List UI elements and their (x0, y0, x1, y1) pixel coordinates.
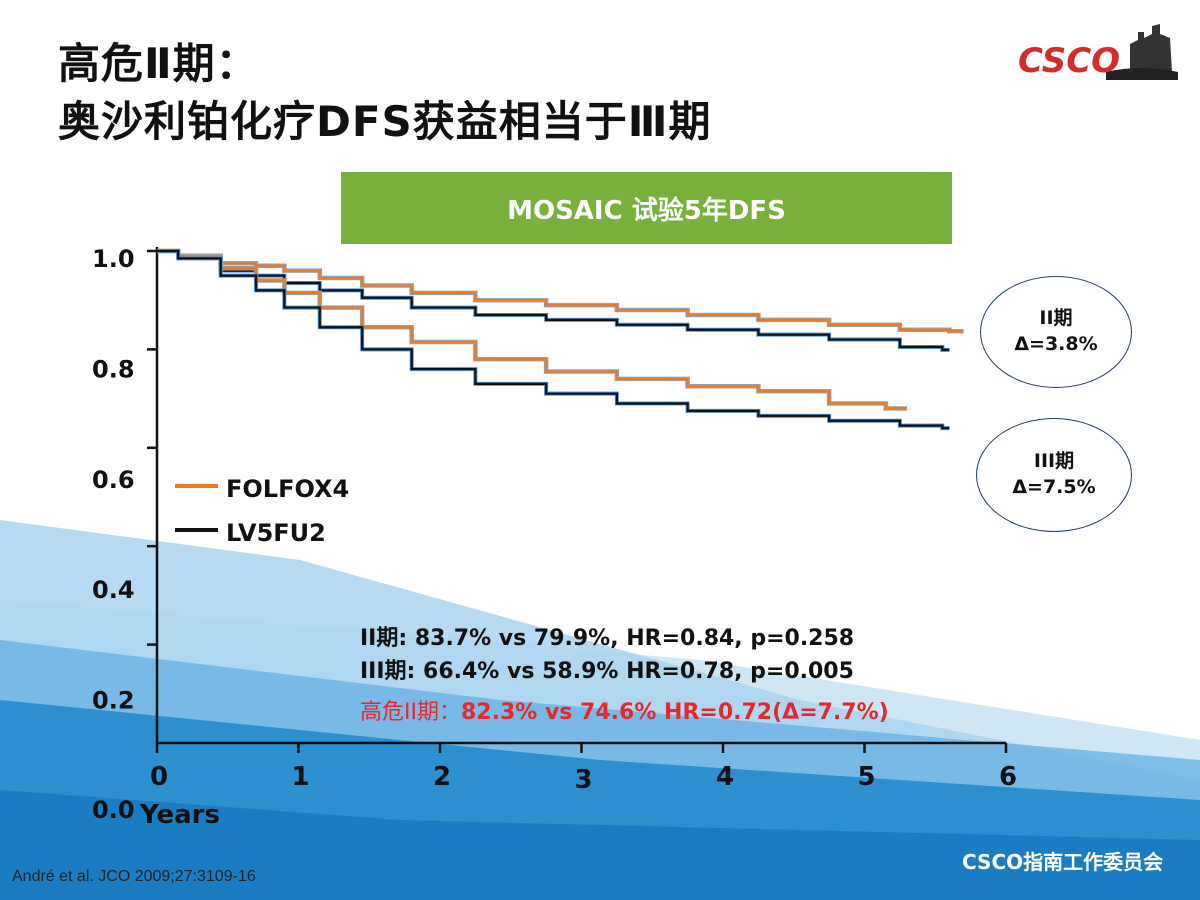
csco-logo: CSCO (1018, 24, 1178, 81)
x-tick-label: 0 (150, 762, 168, 792)
stat-high-risk-prefix: 高危II期： (360, 700, 461, 725)
legend-label-folfox4: FOLFOX4 (226, 475, 349, 503)
badge-stage-ii-label: II期 (1039, 307, 1073, 330)
legend-label-lv5fu2: LV5FU2 (226, 519, 326, 547)
badge-stage-ii-delta: Δ=3.8% (1014, 333, 1098, 355)
y-tick-label: 0.2 (92, 687, 135, 715)
slide-title-line-1: 高危Ⅱ期： (58, 39, 259, 88)
stat-stage-ii: II期: 83.7% vs 79.9%, HR=0.84, p=0.258 (360, 626, 855, 651)
y-tick-label: 0.8 (92, 355, 135, 383)
stat-high-risk-values: 82.3% vs 74.6% HR=0.72(Δ=7.7%) (460, 700, 889, 725)
x-tick-label: 3 (575, 765, 593, 795)
footer-brand: CSCO指南工作委员会 (962, 850, 1164, 874)
badge-stage-ii: II期 Δ=3.8% (980, 276, 1132, 388)
x-axis-label: Years (139, 800, 220, 830)
logo-text: CSCO (1018, 41, 1120, 81)
x-tick-label: 1 (292, 762, 310, 792)
series-line-folfox4-stage-iii (157, 249, 907, 410)
x-tick-label: 2 (433, 762, 451, 792)
x-tick-label: 6 (999, 762, 1017, 792)
y-tick-label: 0.0 (92, 796, 135, 824)
y-tick-label: 1.0 (92, 245, 135, 273)
citation: André et al. JCO 2009;27:3109-16 (12, 868, 256, 885)
chart-axes: 0.0 0.2 0.4 0.6 0.8 1.0 0 1 2 3 4 5 6 Years (92, 245, 1017, 830)
badge-stage-iii: III期 Δ=7.5% (976, 418, 1132, 532)
chart-legend: FOLFOX4 LV5FU2 (175, 475, 349, 547)
trial-banner: MOSAIC 试验5年DFS (341, 172, 952, 244)
x-tick-label: 5 (858, 762, 876, 792)
y-tick-label: 0.6 (92, 466, 135, 494)
chart-series-layer (157, 248, 964, 431)
badge-stage-iii-delta: Δ=7.5% (1012, 476, 1096, 498)
stat-high-risk-stage-ii: 高危II期：82.3% vs 74.6% HR=0.72(Δ=7.7%) (360, 694, 889, 726)
series-line-lv5fu2-stage-iii (157, 249, 950, 430)
badge-stage-iii-label: III期 (1033, 450, 1075, 473)
slide-title-line-2: 奥沙利铂化疗DFS获益相当于Ⅲ期 (58, 97, 712, 146)
x-tick-label: 4 (716, 762, 734, 792)
y-tick-label: 0.4 (92, 576, 135, 604)
stat-stage-iii: III期: 66.4% vs 58.9% HR=0.78, p=0.005 (360, 659, 854, 684)
series-line-folfox4-stage-ii (157, 249, 964, 333)
